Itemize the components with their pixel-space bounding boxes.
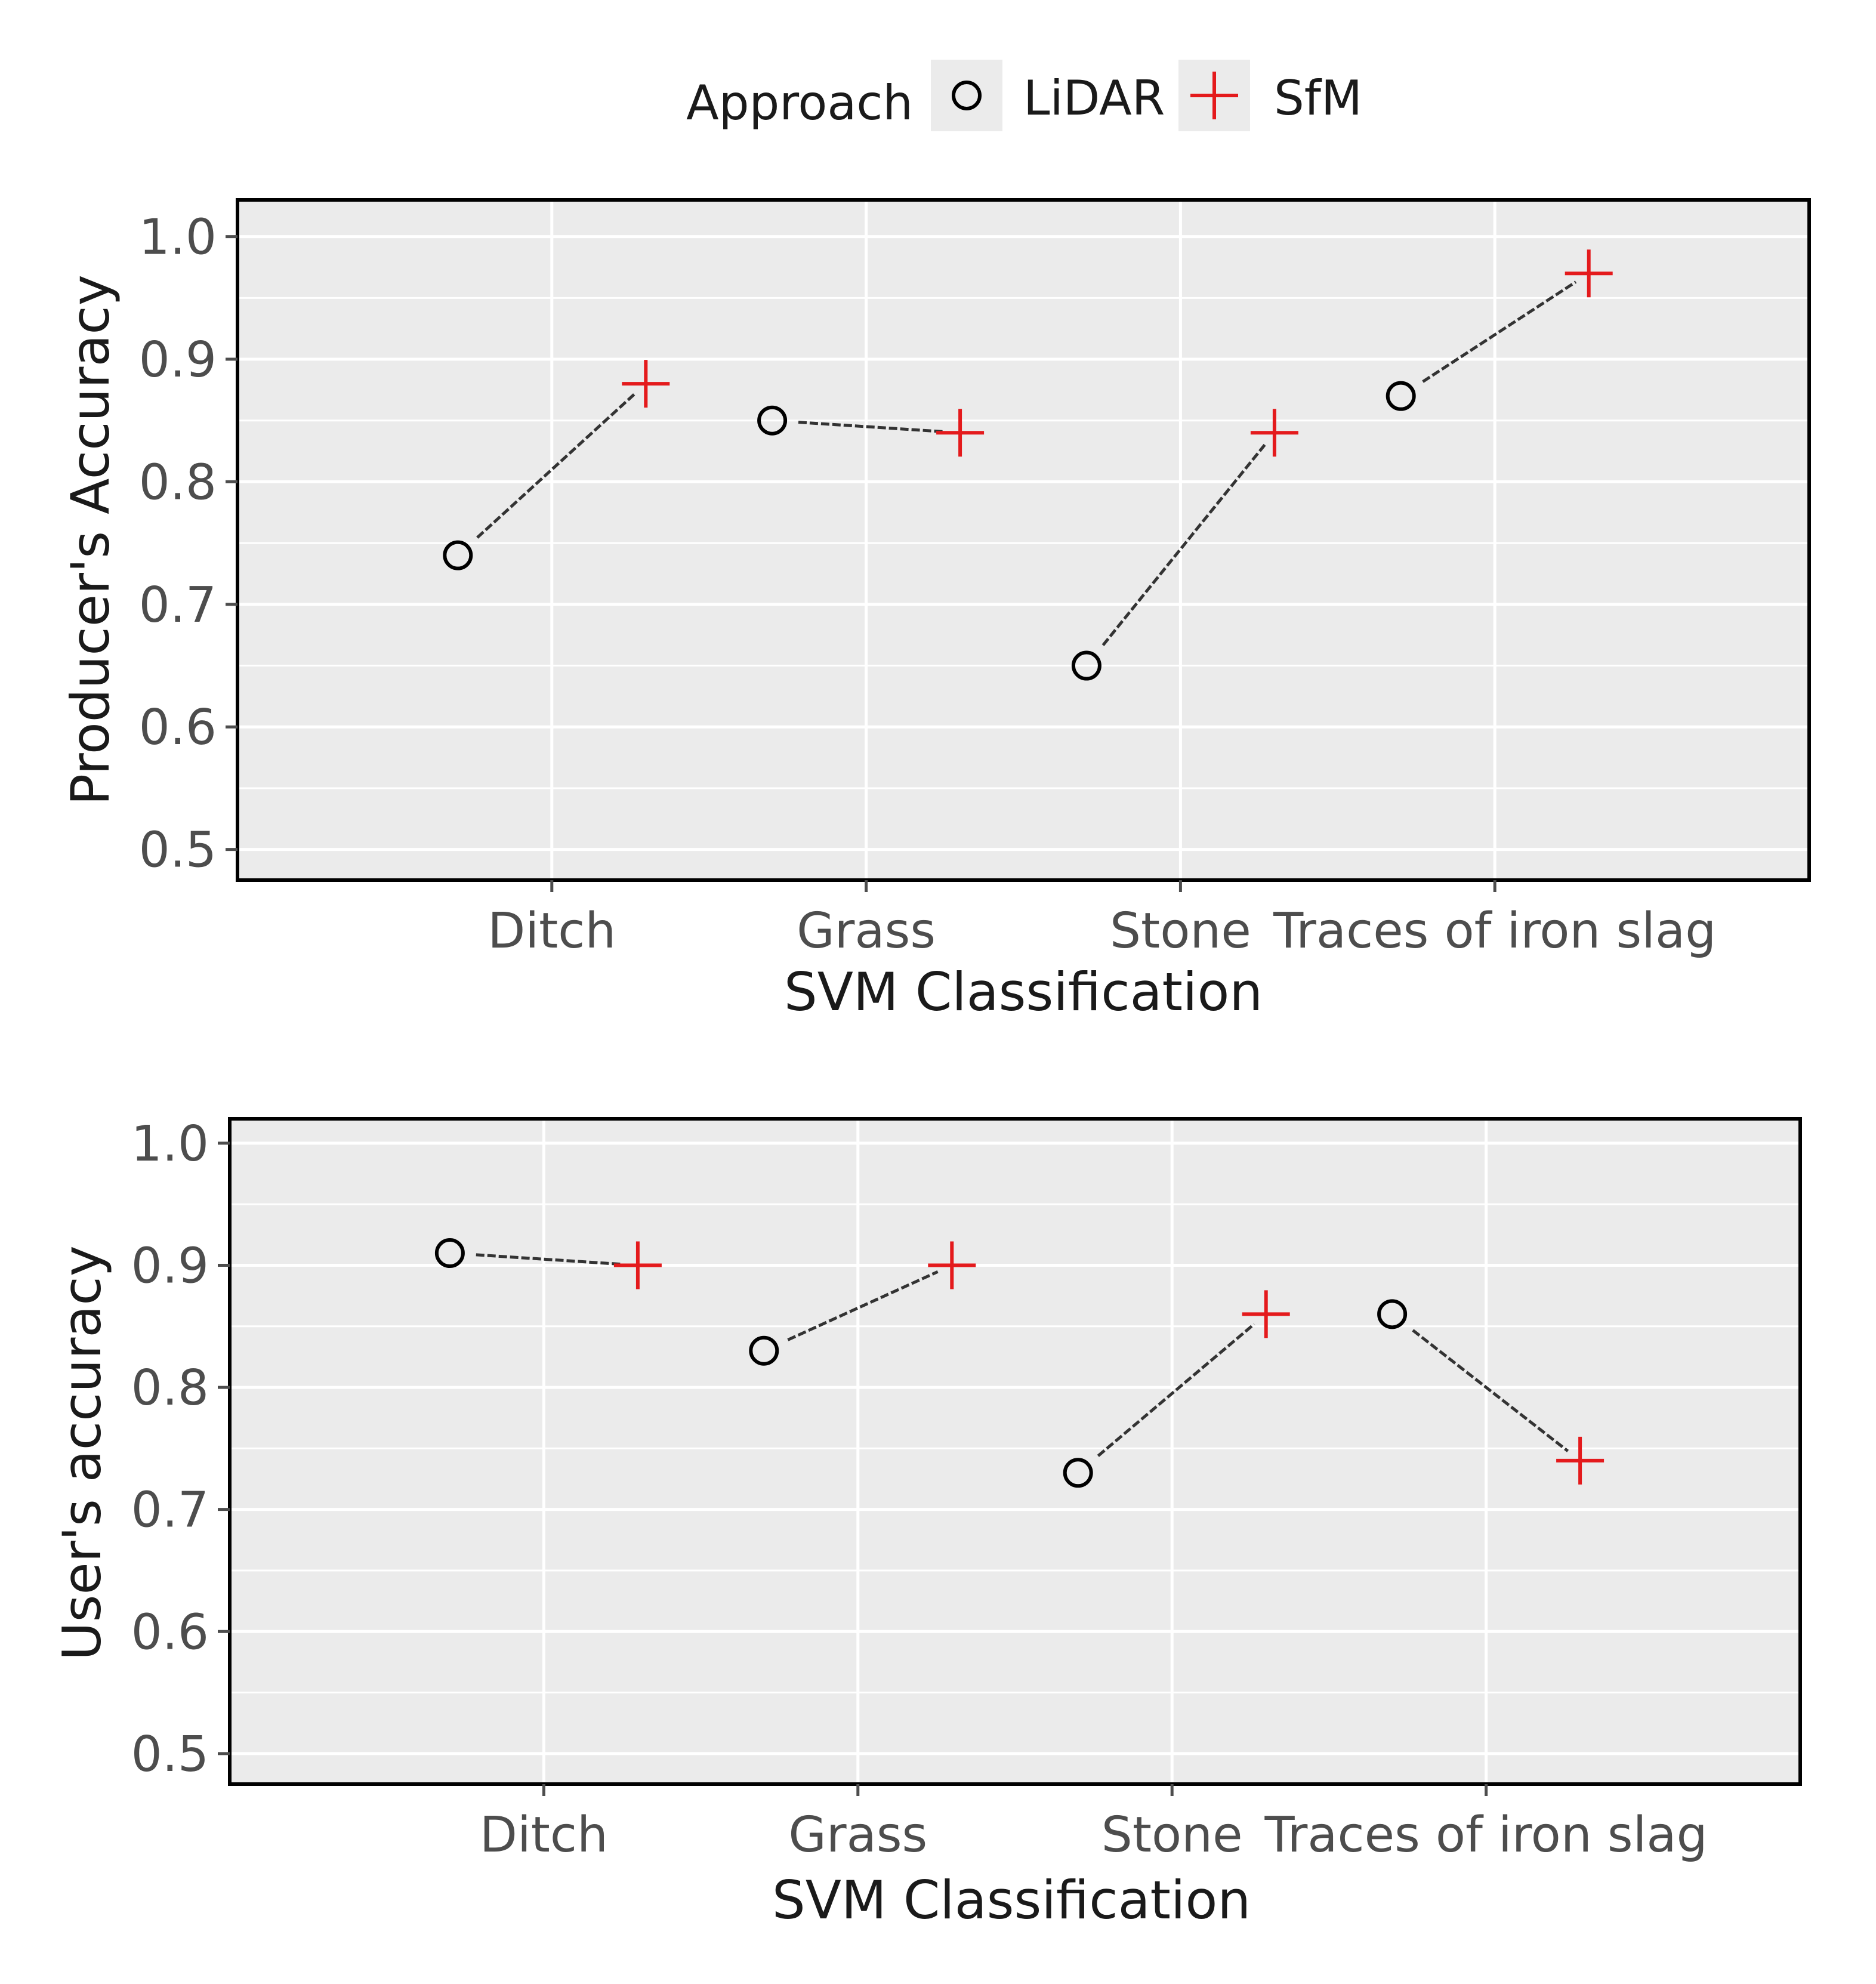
connector-line <box>476 393 635 539</box>
y-tick-label: 0.5 <box>131 1726 209 1783</box>
sfm-point <box>928 1241 976 1289</box>
sfm-point <box>1242 1290 1290 1338</box>
x-axis-title: SVM Classification <box>784 961 1263 1023</box>
producers-accuracy-panel: 0.5 0.6 0.7 0.8 0.9 1.0 Ditch Grass Stone Traces… <box>60 198 1811 1023</box>
sfm-point <box>622 360 670 408</box>
sfm-point <box>613 1241 662 1289</box>
lidar-point <box>749 1335 779 1366</box>
connector-line <box>787 1270 939 1341</box>
y-tick-label: 0.6 <box>131 1604 209 1661</box>
x-tick-label: Stone <box>1110 903 1251 959</box>
connector-line <box>1097 1323 1255 1457</box>
y-tick-label: 0.6 <box>139 699 217 756</box>
legend-label-lidar: LiDAR <box>1023 70 1165 126</box>
sfm-point <box>936 409 985 457</box>
sfm-point <box>1250 409 1298 457</box>
y-tick-label: 0.9 <box>139 332 217 388</box>
lidar-point <box>434 1238 465 1269</box>
sfm-point <box>1556 1436 1605 1485</box>
lidar-point <box>1377 1299 1408 1329</box>
y-tick-label: 0.7 <box>131 1482 209 1539</box>
panel-border <box>228 1117 1802 1786</box>
lidar-point <box>443 540 473 570</box>
y-tick-label: 0.8 <box>131 1360 209 1417</box>
legend-key-lidar-circle <box>952 81 982 110</box>
lidar-point <box>1071 650 1101 681</box>
y-tick-label: 0.8 <box>139 454 217 511</box>
legend-key-sfm-plus <box>1190 72 1238 119</box>
lidar-point <box>757 405 788 436</box>
lidar-point <box>1063 1458 1093 1488</box>
x-axis-title: SVM Classification <box>772 1869 1251 1931</box>
connector-line <box>476 1253 623 1266</box>
x-tick-label: Grass <box>788 1807 927 1863</box>
x-tick-label: Grass <box>797 903 936 959</box>
legend-label-sfm: SfM <box>1274 70 1362 126</box>
legend: Approach LiDAR SfM <box>686 60 1362 131</box>
legend-title: Approach <box>686 75 913 131</box>
connector-line <box>1101 443 1266 646</box>
users-accuracy-panel: 0.5 0.6 0.7 0.8 0.9 1.0 Ditch Grass Stone Traces… <box>51 1116 1802 1931</box>
x-tick-label: Traces of iron slag <box>1264 1807 1708 1863</box>
x-tick-label: Ditch <box>480 1807 608 1863</box>
sfm-point <box>1565 249 1613 298</box>
y-tick-label: 0.9 <box>131 1238 209 1295</box>
connector-line <box>798 421 945 434</box>
connector-line <box>1422 280 1577 383</box>
y-tick-label: 1.0 <box>131 1116 209 1172</box>
y-tick-label: 0.5 <box>139 822 217 879</box>
y-tick-label: 1.0 <box>139 209 217 266</box>
legend-key-lidar-bg <box>931 60 1002 131</box>
x-tick-label: Stone <box>1101 1807 1243 1863</box>
lidar-point <box>1386 381 1416 411</box>
x-tick-label: Traces of iron slag <box>1273 903 1716 959</box>
panel-border <box>236 198 1811 882</box>
x-tick-label: Ditch <box>487 903 616 959</box>
y-axis-title: Producer's Accuracy <box>60 274 121 806</box>
panel-background <box>237 200 1809 880</box>
connector-line <box>1412 1329 1569 1452</box>
y-tick-label: 0.7 <box>139 577 217 634</box>
panel-background <box>230 1119 1800 1784</box>
y-axis-title: User's accuracy <box>51 1245 113 1661</box>
